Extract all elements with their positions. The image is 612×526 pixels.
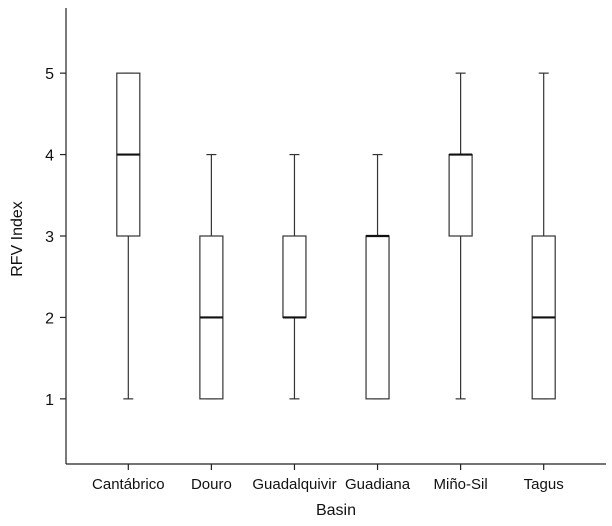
x-tick-label: Cantábrico [92, 476, 165, 493]
x-tick-label: Guadalquivir [252, 476, 336, 493]
box-tagus [531, 72, 556, 400]
box-guadalquivir [282, 153, 307, 400]
boxplot-marks [116, 72, 556, 400]
axes: 1 2 3 4 5 Cantábrico Douro Guadalquivir Guadiana… [45, 8, 606, 493]
y-tick-label: 5 [45, 66, 54, 83]
x-tick-label: Tagus [524, 476, 564, 493]
y-tick-label: 1 [45, 392, 54, 409]
box-iqr [365, 235, 390, 400]
box-guadiana [365, 153, 390, 400]
box-douro [199, 153, 224, 400]
x-tick-label: Guadiana [345, 476, 411, 493]
y-tick-label: 3 [45, 229, 54, 246]
x-axis-title: Basin [316, 502, 356, 519]
x-tick-label: Douro [191, 476, 232, 493]
box-mi-o-sil [448, 72, 473, 400]
box-cant-brico [116, 72, 141, 400]
y-tick-label: 4 [45, 148, 54, 165]
box-iqr [448, 153, 473, 237]
y-axis-title: RFV Index [9, 201, 26, 277]
y-tick-label: 2 [45, 310, 54, 327]
x-tick-label: Miño-Sil [434, 476, 488, 493]
box-iqr [282, 235, 307, 319]
